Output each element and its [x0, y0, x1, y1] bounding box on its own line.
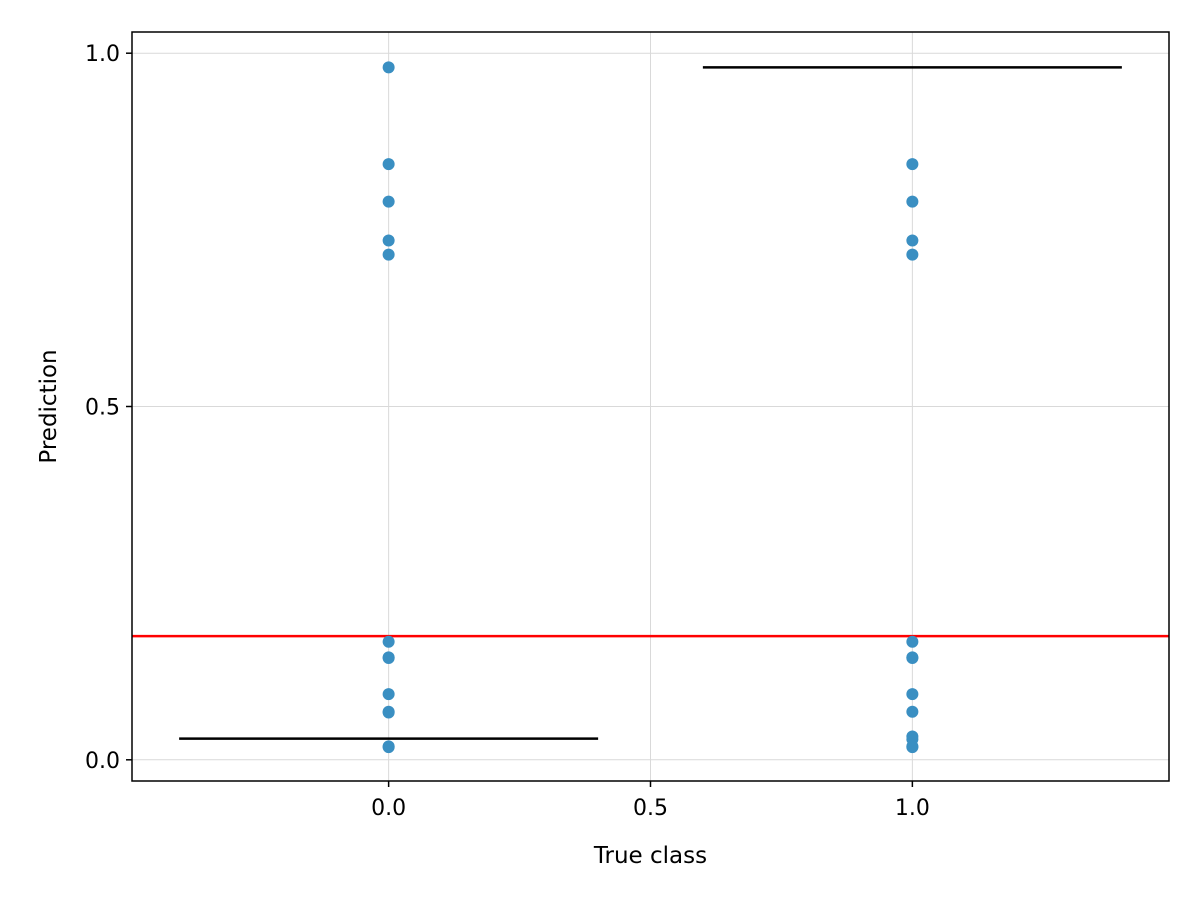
- y-axis-ticks: 0.0 0.5 1.0: [85, 42, 132, 774]
- scatter-point: [382, 635, 395, 648]
- x-axis-label: True class: [593, 843, 707, 869]
- x-tick-label: 0.5: [633, 796, 668, 821]
- x-tick-label: 1.0: [895, 796, 930, 821]
- data-points: [382, 61, 919, 754]
- scatter-point: [382, 61, 395, 74]
- scatter-point: [382, 234, 395, 247]
- scatter-point: [906, 635, 919, 648]
- reference-lines: [132, 66, 1169, 740]
- scatter-point: [906, 248, 919, 261]
- scatter-point: [382, 195, 395, 208]
- scatter-point: [906, 652, 919, 665]
- y-tick-label: 1.0: [85, 42, 120, 67]
- scatter-point: [906, 705, 919, 718]
- grid-lines: [132, 32, 1169, 781]
- y-tick-label: 0.0: [85, 749, 120, 774]
- scatter-point: [906, 741, 919, 754]
- scatter-point: [906, 195, 919, 208]
- y-axis-label: Prediction: [36, 349, 62, 463]
- scatter-point: [906, 158, 919, 171]
- scatter-point: [906, 234, 919, 247]
- scatter-point: [382, 706, 395, 719]
- x-tick-label: 0.0: [371, 796, 406, 821]
- scatter-point: [382, 248, 395, 261]
- scatter-point: [906, 688, 919, 701]
- scatter-point: [382, 688, 395, 701]
- x-axis-ticks: 0.0 0.5 1.0: [371, 781, 930, 821]
- scatter-point: [382, 652, 395, 665]
- y-tick-label: 0.5: [85, 396, 120, 421]
- scatter-point: [382, 158, 395, 171]
- scatter-point: [382, 741, 395, 754]
